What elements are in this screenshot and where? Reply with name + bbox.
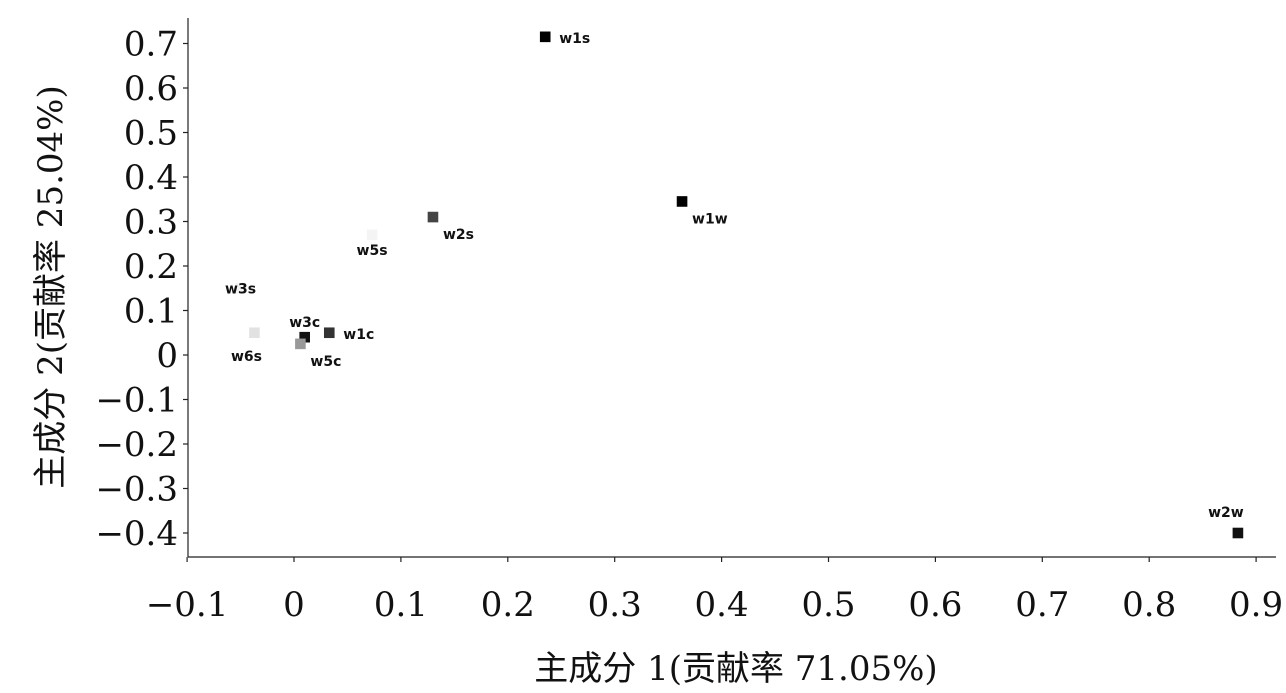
point-marker-w3s	[235, 282, 246, 294]
y-tick-label: −0.1	[95, 381, 178, 421]
y-tick-label: −0.4	[95, 514, 178, 554]
point-label-w1c: w1c	[343, 327, 374, 343]
y-tick-label: 0	[156, 336, 178, 376]
y-tick-label: −0.2	[95, 425, 178, 465]
x-tick-label: 0.4	[695, 585, 749, 625]
x-tick-label: 0	[283, 585, 305, 625]
x-tick-label: 0.5	[801, 585, 855, 625]
point-marker-w2w	[1232, 527, 1244, 539]
point-marker-w6s	[249, 327, 260, 339]
x-tick-label: 0.3	[588, 585, 642, 625]
point-marker-w1c	[323, 327, 335, 339]
point-marker-w2s	[427, 211, 439, 223]
x-axis-title: 主成分 1(贡献率 71.05%)	[534, 649, 937, 689]
x-tick-label: 0.8	[1122, 585, 1176, 625]
point-marker-w1s	[539, 31, 551, 43]
y-tick-label: 0.5	[124, 114, 178, 154]
point-label-w2s: w2s	[443, 227, 474, 243]
point-label-w6s: w6s	[231, 349, 262, 365]
point-label-w1s: w1s	[559, 31, 590, 47]
point-label-w5s: w5s	[357, 243, 388, 259]
x-tick-label: 0.1	[374, 585, 428, 625]
point-label-w3s: w3s	[225, 281, 256, 297]
y-tick-label: 0.1	[124, 292, 178, 332]
point-marker-w1w	[676, 196, 688, 207]
y-tick-label: 0.3	[124, 203, 178, 243]
points-layer	[235, 31, 1244, 539]
y-tick-label: 0.2	[124, 247, 178, 287]
point-label-w3c: w3c	[289, 315, 320, 331]
x-tick-label: −0.1	[146, 585, 229, 625]
y-axis-title: 主成分 2(贡献率 25.04%)	[31, 85, 71, 488]
point-label-w1w: w1w	[692, 211, 728, 227]
x-tick-label: 0.7	[1015, 585, 1069, 625]
point-marker-w5c	[295, 338, 306, 350]
tick-layer: −0.1 0 0.1 0.2 0.3 0.4 0.5 0.6 0.7 0.8 0.90.70.60.…	[95, 25, 1283, 626]
x-tick-label: 0.6	[908, 585, 962, 625]
point-label-w5c: w5c	[310, 354, 341, 370]
y-tick-label: 0.6	[124, 69, 178, 109]
chart-frame	[187, 18, 1276, 558]
y-tick-label: 0.7	[124, 25, 178, 65]
x-tick-label: 0.2	[481, 585, 535, 625]
point-marker-w5s	[366, 229, 378, 241]
point-label-w2w: w2w	[1208, 505, 1244, 521]
x-tick-label: 0.9	[1229, 585, 1283, 625]
y-tick-label: 0.4	[124, 158, 178, 198]
y-tick-label: −0.3	[95, 470, 178, 510]
